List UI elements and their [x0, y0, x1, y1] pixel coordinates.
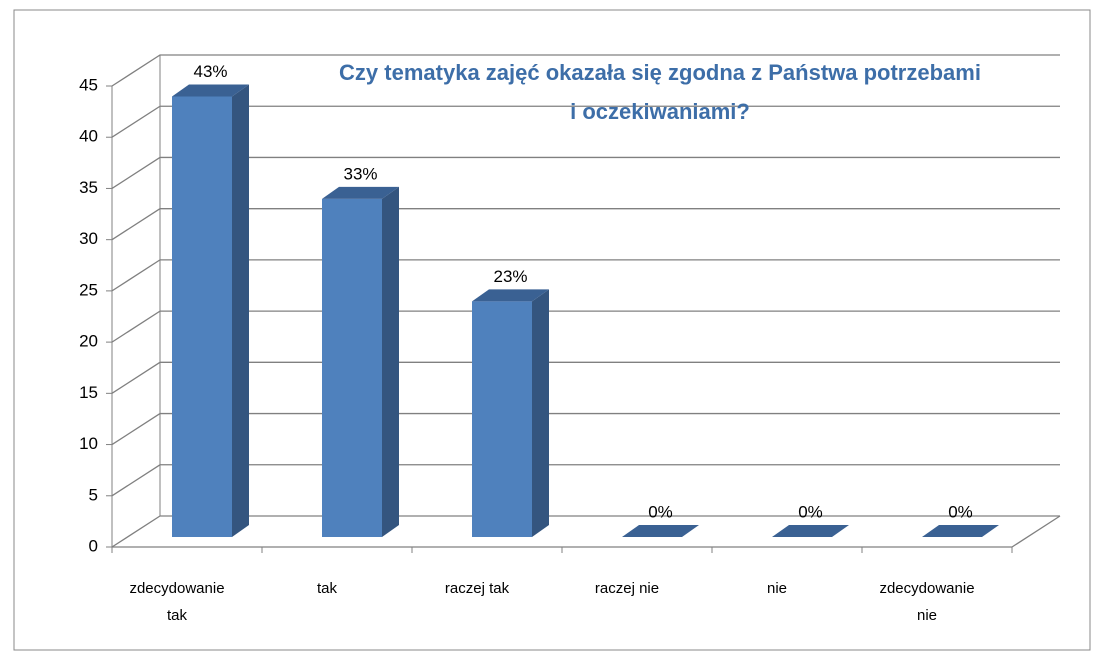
bar-top — [472, 289, 549, 302]
grid-line — [111, 259, 1060, 292]
bar-top — [922, 525, 999, 537]
bar — [622, 525, 699, 537]
y-tick-label: 45 — [79, 75, 98, 94]
data-label: 33% — [343, 164, 377, 183]
y-tick-label: 30 — [79, 229, 98, 248]
y-tick-label: 25 — [79, 280, 98, 299]
y-tick-label: 0 — [89, 536, 98, 555]
data-label: 43% — [193, 62, 227, 81]
bar-front — [172, 96, 232, 537]
bar-top — [172, 84, 249, 97]
y-tick-label: 5 — [89, 485, 98, 504]
y-tick-label: 15 — [79, 383, 98, 402]
x-tick-label: tak — [316, 580, 337, 597]
x-tick-label: raczej tak — [444, 580, 510, 597]
x-tick-label: zdecydowanie tak — [129, 580, 225, 624]
grid-line — [111, 361, 1060, 394]
data-label: 0% — [798, 502, 823, 521]
data-label: 0% — [648, 502, 673, 521]
grid-line — [111, 208, 1060, 241]
bar-side — [232, 84, 249, 537]
chart-title: i oczekiwaniami? — [570, 99, 750, 124]
y-tick-label: 10 — [79, 434, 98, 453]
x-tick-label: raczej nie — [594, 580, 660, 597]
grid-line — [111, 464, 1060, 497]
bar — [472, 289, 549, 537]
data-label: 0% — [948, 502, 973, 521]
bar-side — [532, 289, 549, 537]
bar — [172, 84, 249, 537]
bar-front — [472, 301, 532, 537]
grid-line — [111, 105, 1060, 138]
y-tick-label: 35 — [79, 178, 98, 197]
chart-title: Czy tematyka zajęć okazała się zgodna z … — [339, 60, 981, 85]
bar-top — [772, 525, 849, 537]
bar — [922, 525, 999, 537]
y-tick-label: 40 — [79, 127, 98, 146]
grid-line — [111, 412, 1060, 446]
bar — [772, 525, 849, 537]
grid-line — [111, 515, 1060, 548]
x-tick-label: nie — [766, 580, 788, 597]
bar-front — [322, 198, 382, 537]
bar-top — [622, 525, 699, 537]
bar — [322, 186, 399, 537]
grid-line — [111, 310, 1060, 343]
data-label: 23% — [493, 267, 527, 286]
bar-side — [382, 186, 399, 537]
grid-line — [111, 54, 1060, 87]
x-tick-label: zdecydowanie nie — [879, 580, 975, 624]
y-tick-label: 20 — [79, 332, 98, 351]
grid-line — [111, 156, 1060, 189]
bar-top — [322, 186, 399, 199]
